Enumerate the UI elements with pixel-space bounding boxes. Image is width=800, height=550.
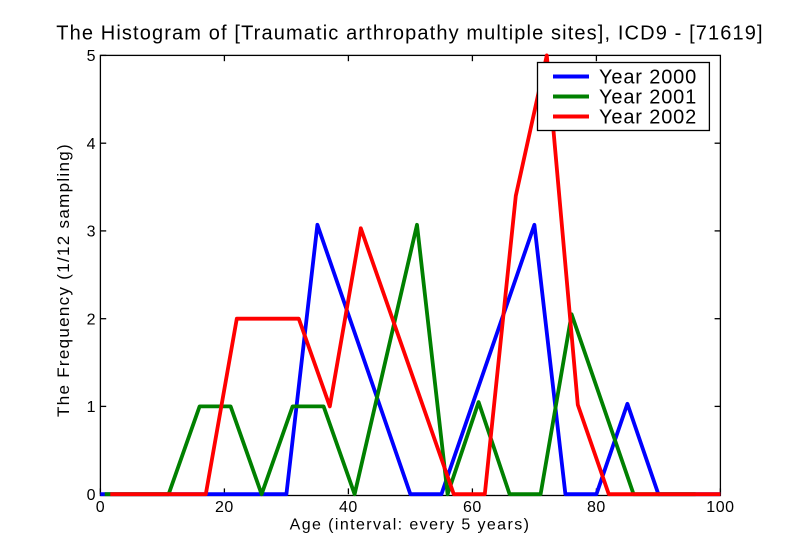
svg-text:60: 60 bbox=[463, 499, 482, 516]
svg-text:The Histogram of [Traumatic ar: The Histogram of [Traumatic arthropathy … bbox=[56, 23, 764, 45]
svg-text:20: 20 bbox=[215, 499, 234, 516]
svg-text:80: 80 bbox=[587, 499, 606, 516]
svg-text:The Frequency (1/12 sampling): The Frequency (1/12 sampling) bbox=[54, 143, 73, 417]
svg-text:Age (interval: every 5 years): Age (interval: every 5 years) bbox=[290, 517, 531, 534]
svg-text:40: 40 bbox=[339, 499, 358, 516]
svg-text:0: 0 bbox=[96, 499, 105, 516]
svg-text:2: 2 bbox=[87, 312, 96, 329]
svg-text:Year 2002: Year 2002 bbox=[599, 107, 697, 129]
svg-text:100: 100 bbox=[706, 499, 734, 516]
svg-text:Year 2001: Year 2001 bbox=[599, 87, 697, 109]
svg-text:1: 1 bbox=[87, 399, 96, 416]
svg-text:3: 3 bbox=[87, 224, 96, 241]
svg-text:5: 5 bbox=[87, 48, 96, 65]
svg-text:4: 4 bbox=[87, 136, 96, 153]
svg-text:Year 2000: Year 2000 bbox=[599, 67, 697, 89]
svg-text:0: 0 bbox=[87, 487, 96, 504]
